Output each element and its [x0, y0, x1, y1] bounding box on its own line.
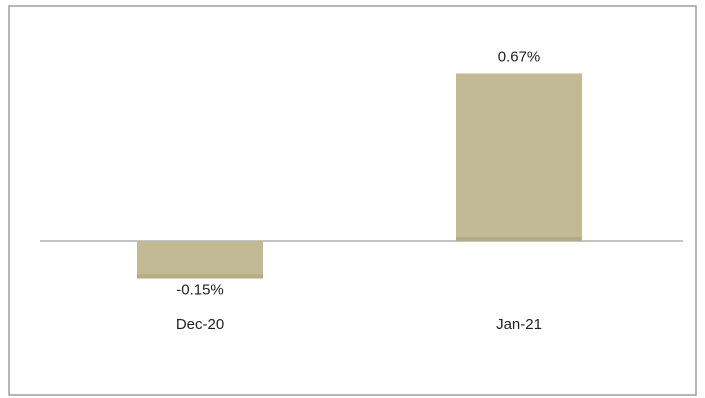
data-label-jan-21: 0.67% — [498, 49, 541, 66]
bars-layer — [137, 73, 582, 279]
bar-dec-20 — [137, 241, 263, 279]
category-label-jan-21: Jan-21 — [496, 316, 542, 333]
chart-border — [8, 5, 697, 396]
bar-jan-21 — [456, 73, 582, 241]
bar-shadow-jan-21 — [456, 237, 582, 241]
category-label-dec-20: Dec-20 — [176, 316, 224, 333]
data-label-dec-20: -0.15% — [176, 282, 224, 299]
bar-shadow-dec-20 — [137, 274, 263, 279]
labels-layer: -0.15% Dec-20 0.67% Jan-21 — [176, 49, 542, 334]
